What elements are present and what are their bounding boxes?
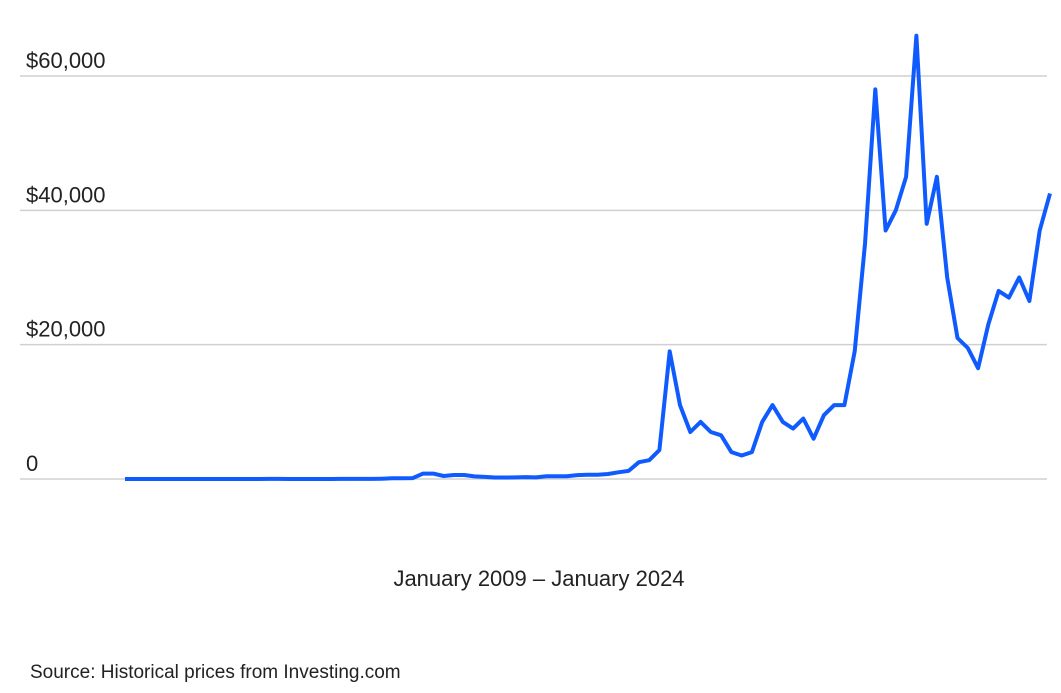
source-note: Source: Historical prices from Investing… [30, 662, 401, 683]
y-tick-label: $40,000 [26, 182, 106, 207]
y-tick-label: $20,000 [26, 317, 106, 342]
x-axis-label: January 2009 – January 2024 [393, 566, 684, 591]
price-line [125, 33, 1052, 481]
y-tick-label: $60,000 [26, 48, 106, 73]
y-tick-label: 0 [26, 451, 38, 476]
